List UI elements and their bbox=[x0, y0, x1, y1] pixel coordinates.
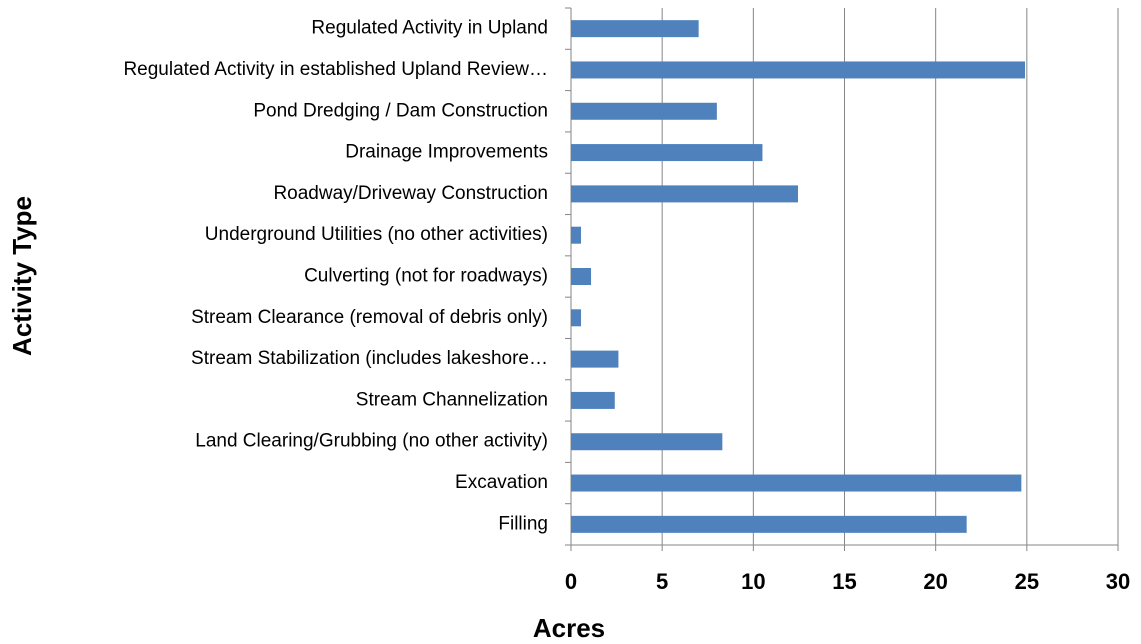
bar bbox=[571, 433, 723, 451]
y-tick-label: Excavation bbox=[455, 472, 548, 493]
bar bbox=[571, 185, 799, 203]
x-tick-label: 30 bbox=[1106, 569, 1130, 594]
y-axis-label: Activity Type bbox=[7, 196, 37, 356]
y-tick-label: Culverting (not for roadways) bbox=[304, 266, 548, 287]
y-tick-label: Roadway/Driveway Construction bbox=[273, 183, 548, 204]
y-tick-label: Regulated Activity in Upland bbox=[311, 18, 548, 39]
bar bbox=[571, 61, 1026, 79]
y-tick-label: Pond Dredging / Dam Construction bbox=[253, 100, 548, 121]
y-tick-label: Stream Stabilization (includes lakeshore… bbox=[191, 348, 548, 369]
x-tick-label: 15 bbox=[832, 569, 856, 594]
bar bbox=[571, 391, 615, 409]
y-tick-label: Stream Channelization bbox=[356, 389, 548, 410]
bar bbox=[571, 350, 619, 368]
bar bbox=[571, 102, 717, 120]
y-tick-label: Regulated Activity in established Upland… bbox=[123, 59, 548, 80]
bar bbox=[571, 474, 1022, 492]
x-tick-label: 5 bbox=[656, 569, 668, 594]
bar bbox=[571, 268, 592, 285]
bar bbox=[571, 20, 699, 38]
bar bbox=[571, 144, 763, 162]
y-tick-label: Stream Clearance (removal of debris only… bbox=[191, 307, 548, 328]
y-tick-label: Land Clearing/Grubbing (no other activit… bbox=[195, 431, 548, 452]
bar bbox=[571, 515, 967, 533]
bar bbox=[571, 309, 582, 327]
x-tick-label: 0 bbox=[565, 569, 577, 594]
x-axis-label: Acres bbox=[533, 613, 605, 643]
y-tick-label: Underground Utilities (no other activiti… bbox=[205, 224, 548, 245]
bar bbox=[571, 226, 582, 244]
y-tick-label: Filling bbox=[498, 513, 548, 534]
y-tick-label: Drainage Improvements bbox=[345, 142, 548, 163]
x-tick-label: 10 bbox=[741, 569, 765, 594]
x-tick-label: 25 bbox=[1015, 569, 1039, 594]
x-tick-label: 20 bbox=[923, 569, 947, 594]
